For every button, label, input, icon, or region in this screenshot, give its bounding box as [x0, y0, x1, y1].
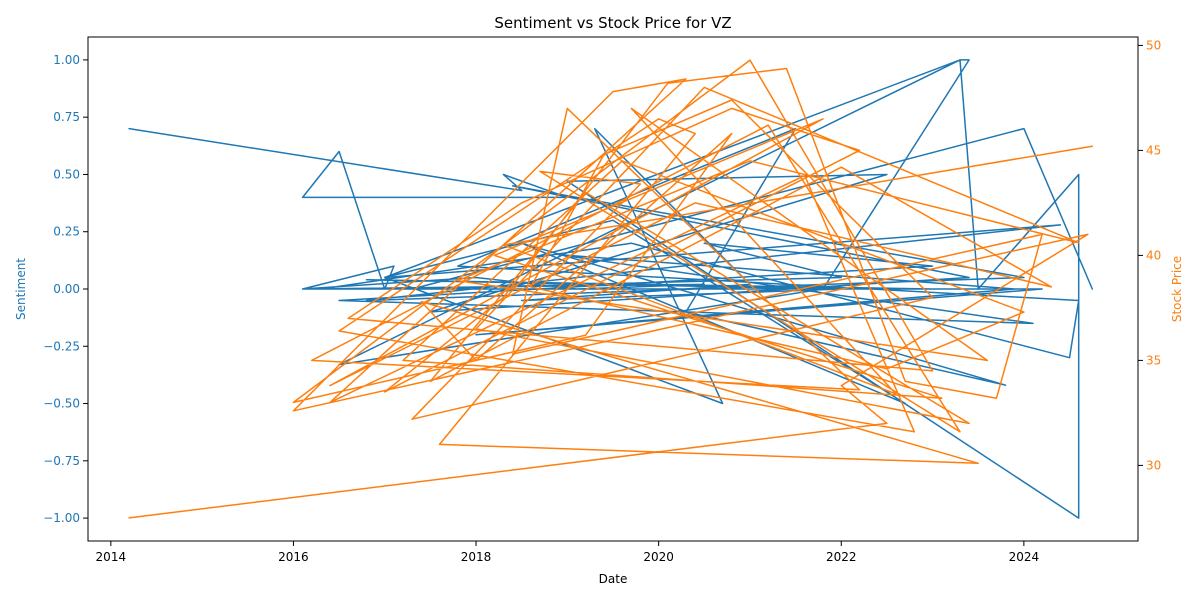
left-y-tick-label: −0.50: [43, 397, 80, 411]
x-tick-label: 2018: [461, 550, 492, 564]
sentiment-series-line: [128, 59, 1094, 519]
x-tick-label: 2024: [1009, 550, 1040, 564]
right-y-tick-label: 40: [1146, 248, 1161, 262]
x-tick-label: 2020: [643, 550, 674, 564]
x-axis-label: Date: [599, 572, 628, 586]
x-tick-label: 2022: [826, 550, 857, 564]
left-y-tick-label: −1.00: [43, 511, 80, 525]
left-y-axis-label: Sentiment: [14, 258, 28, 320]
left-y-tick-label: −0.25: [43, 339, 80, 353]
left-y-tick-label: 0.75: [53, 110, 80, 124]
x-tick-label: 2014: [96, 550, 127, 564]
lines-layer: [128, 59, 1094, 519]
right-y-tick-label: 50: [1146, 38, 1161, 52]
chart-title: Sentiment vs Stock Price for VZ: [494, 14, 731, 32]
stock-price-series-line: [128, 59, 1094, 519]
left-y-tick-label: 0.25: [53, 225, 80, 239]
right-y-tick-label: 35: [1146, 353, 1161, 367]
left-y-tick-label: 0.50: [53, 167, 80, 181]
axes-layer: 2014 2016 2018 2020 2022 2024 −1.00 −0.75 −0.50 −…: [43, 38, 1161, 564]
left-y-tick-label: −0.75: [43, 454, 80, 468]
left-y-tick-label: 0.00: [53, 282, 80, 296]
right-y-tick-label: 45: [1146, 143, 1161, 157]
left-y-tick-label: 1.00: [53, 53, 80, 67]
right-y-tick-label: 30: [1146, 458, 1161, 472]
x-tick-label: 2016: [278, 550, 309, 564]
right-y-axis-label: Stock Price: [1170, 256, 1184, 322]
